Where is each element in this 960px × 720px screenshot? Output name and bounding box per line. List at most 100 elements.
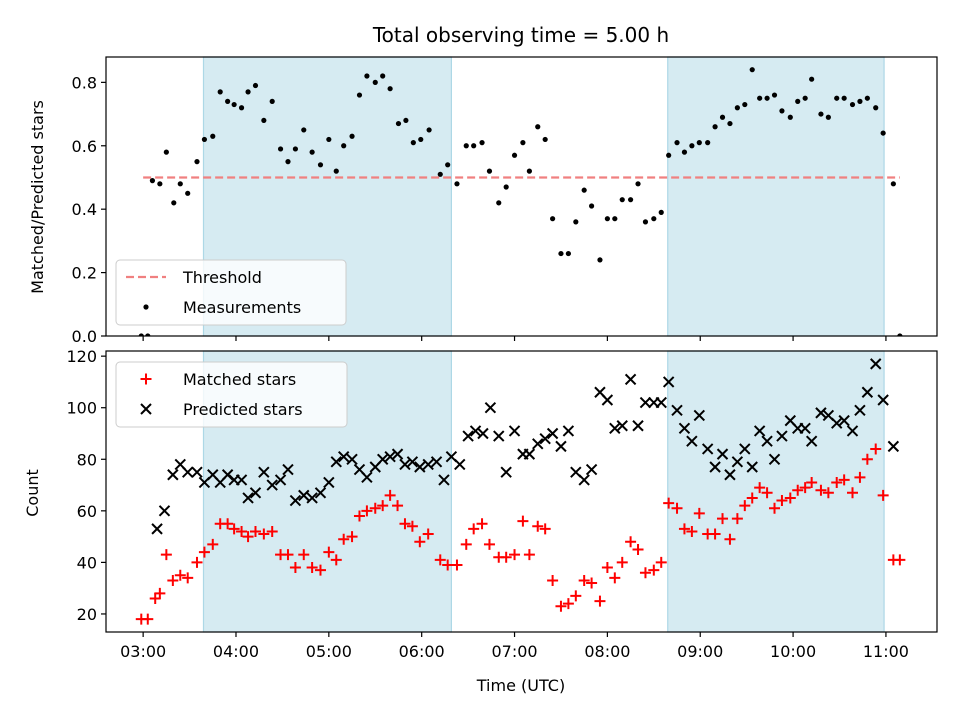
matched-star-point (799, 482, 811, 494)
matched-star-point (822, 487, 834, 499)
y-tick-label: 0.6 (72, 137, 97, 156)
measurement-point (426, 127, 432, 133)
observing-window-2 (667, 56, 885, 337)
predicted-star-point (854, 404, 866, 417)
matched-star-point (282, 549, 294, 561)
predicted-star-point (585, 463, 598, 476)
matched-star-point (509, 549, 521, 561)
measurement-point (734, 105, 740, 111)
matched-star-point (266, 525, 278, 537)
predicted-star-point (753, 425, 766, 437)
measurement-point (261, 117, 267, 124)
predicted-star-point (601, 394, 614, 406)
measurement-point (565, 250, 571, 257)
axes-frame (105, 56, 938, 337)
legend-box (115, 259, 347, 326)
predicted-star-point (523, 448, 536, 460)
y-tick-label: 120 (66, 347, 97, 366)
matched-star-point (686, 525, 698, 537)
y-tick-label: 0.4 (72, 200, 97, 219)
matched-star-point (384, 489, 396, 501)
predicted-star-point (249, 487, 262, 499)
predicted-star-point (508, 425, 521, 437)
matched-star-point (784, 492, 796, 504)
predicted-star-point (337, 450, 350, 463)
matched-star-point (601, 562, 613, 574)
measurement-point (705, 140, 711, 146)
measurement-point (897, 333, 903, 336)
matched-star-point (655, 556, 667, 568)
bottom-y-axis-label: Count (23, 469, 42, 517)
matched-star-point (570, 590, 582, 602)
matched-star-point (392, 500, 404, 512)
legend-label: Predicted stars (183, 400, 303, 419)
matched-star-point (746, 492, 758, 504)
y-tick-label: 60 (77, 502, 97, 521)
predicted-star-point (346, 453, 358, 465)
matched-star-point (222, 518, 234, 530)
matched-star-point (854, 471, 866, 483)
measurement-point (285, 159, 291, 165)
observing-window-2 (667, 350, 885, 633)
measurement-point (581, 187, 587, 193)
measurement-point (387, 86, 393, 92)
legend-measurement-marker (143, 304, 149, 310)
matched-star-point (451, 559, 463, 571)
measurement-point (764, 95, 770, 101)
measurement-point (177, 181, 183, 187)
measurement-point (857, 98, 863, 104)
data-points (138, 67, 903, 336)
measurement-point (309, 149, 315, 155)
measurement-point (658, 209, 664, 215)
measurement-point (696, 140, 702, 146)
matched-star-point (289, 562, 301, 574)
predicted-star-point (406, 456, 419, 468)
matched-star-point (323, 546, 335, 558)
measurement-point (727, 120, 733, 127)
axes-frame (105, 350, 938, 633)
matched-star-point (377, 500, 389, 512)
matched-star-point (769, 502, 781, 514)
measurement-point (712, 124, 718, 130)
measurement-point (681, 149, 688, 155)
measurement-point (802, 95, 808, 101)
matched-star-point (346, 531, 358, 543)
predicted-star-point (805, 435, 818, 447)
measurement-point (445, 162, 451, 168)
matched-star-point (532, 520, 544, 532)
predicted-star-point (191, 466, 203, 478)
y-tick-label: 80 (77, 450, 97, 469)
measurement-point (573, 219, 579, 225)
matched-star-point (562, 598, 574, 610)
predicted-star-point (616, 420, 628, 432)
measurement-point (463, 143, 469, 149)
measurement-point (486, 168, 493, 174)
matched-star-point (442, 559, 454, 571)
measurement-point (171, 200, 177, 206)
matched-star-point (167, 574, 179, 586)
predicted-star-point (151, 523, 163, 535)
predicted-star-point (274, 474, 287, 486)
predicted-star-point (678, 422, 691, 435)
predicted-star-point (289, 494, 302, 507)
predicted-star-point (555, 440, 567, 453)
matched-star-point (258, 528, 270, 540)
predicted-star-point (361, 471, 373, 484)
matched-star-point (414, 536, 426, 548)
measurement-point (231, 101, 237, 108)
measurement-point (437, 171, 443, 177)
matched-star-point (500, 551, 512, 563)
predicted-star-point (609, 422, 621, 435)
matched-star-point (693, 507, 705, 519)
predicted-star-point (399, 458, 411, 471)
matched-star-point (877, 489, 889, 501)
predicted-star-point (462, 430, 474, 442)
matched-star-point (861, 453, 873, 465)
legend-predicted-marker (140, 403, 152, 415)
measurement-point (479, 140, 485, 146)
predicted-star-point (242, 492, 254, 504)
measurement-point (674, 140, 680, 146)
matched-star-point (838, 474, 850, 486)
predicted-star-point (430, 456, 443, 468)
